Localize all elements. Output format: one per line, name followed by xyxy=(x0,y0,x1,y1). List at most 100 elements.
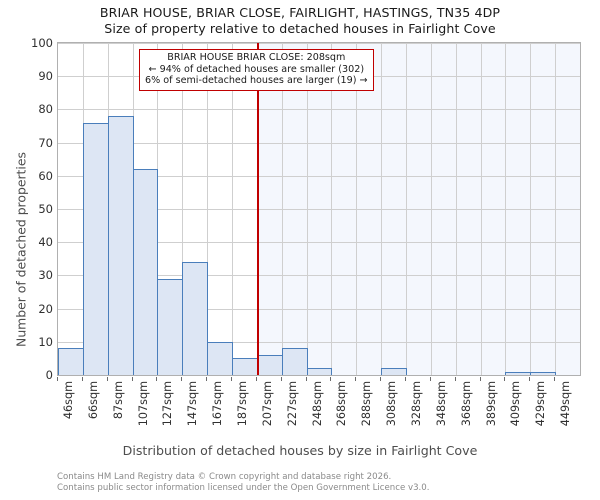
bar xyxy=(157,278,183,375)
y-axis-tick-label: 10 xyxy=(38,334,53,349)
x-axis-tick-mark xyxy=(231,377,232,381)
x-axis-tick-mark xyxy=(306,377,307,381)
x-axis-tick-label: 66sqm xyxy=(87,381,100,420)
attribution-footer: Contains HM Land Registry data © Crown c… xyxy=(57,472,587,493)
gridline-vertical xyxy=(207,43,208,375)
gridline-horizontal xyxy=(58,341,580,343)
y-axis-tick-label: 100 xyxy=(31,36,53,50)
x-axis-tick-mark xyxy=(504,377,505,381)
gridline-vertical xyxy=(456,43,457,375)
bar xyxy=(381,368,407,375)
gridline-vertical xyxy=(530,43,531,375)
bar xyxy=(133,169,158,375)
annotation-line-1: BRIAR HOUSE BRIAR CLOSE: 208sqm xyxy=(167,52,346,63)
property-annotation-box: BRIAR HOUSE BRIAR CLOSE: 208sqm ← 94% of… xyxy=(139,49,374,91)
x-axis-tick-label: 268sqm xyxy=(335,381,348,427)
annotation-line-3: 6% of semi-detached houses are larger (1… xyxy=(145,75,368,87)
x-axis-tick-mark xyxy=(430,377,431,381)
footer-line-1: Contains HM Land Registry data © Crown c… xyxy=(57,472,392,482)
footer-line-2: Contains public sector information licen… xyxy=(57,482,430,493)
x-axis-tick-mark xyxy=(480,377,481,381)
x-axis-title: Distribution of detached houses by size … xyxy=(122,443,478,458)
y-axis-tick-label: 40 xyxy=(38,235,53,250)
x-axis-tick-mark xyxy=(355,377,356,381)
x-axis-tick-mark xyxy=(256,377,257,381)
gridline-vertical xyxy=(505,43,506,375)
x-axis-tick-mark xyxy=(554,377,555,381)
bar xyxy=(207,341,233,375)
x-axis-tick-mark xyxy=(529,377,530,381)
y-axis-tick-label: 0 xyxy=(45,368,53,382)
gridline-vertical xyxy=(307,43,308,375)
x-axis: 46sqm 66sqm 87sqm 107sqm 127sqm 147sqm 167sqm 1… xyxy=(57,377,581,439)
gridline-vertical xyxy=(431,43,432,375)
x-axis-tick-mark xyxy=(156,377,157,381)
bar xyxy=(505,371,531,375)
x-axis-tick-label: 127sqm xyxy=(161,381,174,427)
x-axis-tick-label: 46sqm xyxy=(62,381,75,420)
gridline-horizontal xyxy=(58,109,580,111)
x-axis-tick-mark xyxy=(380,377,381,381)
x-axis-tick-mark xyxy=(330,377,331,381)
gridline-vertical xyxy=(331,43,332,375)
gridline-vertical xyxy=(381,43,382,375)
x-axis-tick-mark xyxy=(455,377,456,381)
annotation-line-2: ← 94% of detached houses are smaller (30… xyxy=(148,63,365,75)
x-axis-tick-label: 187sqm xyxy=(236,381,249,427)
gridline-horizontal xyxy=(58,308,580,310)
bar xyxy=(83,122,109,375)
x-axis-tick-label: 409sqm xyxy=(509,381,522,427)
y-axis-tick-label: 20 xyxy=(38,301,53,316)
x-axis-tick-label: 429sqm xyxy=(534,381,547,427)
gridline-vertical xyxy=(406,43,407,375)
plot-area xyxy=(57,42,581,376)
gridline-horizontal xyxy=(58,142,580,144)
gridline-vertical xyxy=(232,43,233,375)
y-axis-tick-label: 50 xyxy=(38,202,53,216)
x-axis-tick-label: 227sqm xyxy=(286,381,299,427)
bar xyxy=(182,262,208,375)
x-axis-tick-label: 87sqm xyxy=(112,381,125,420)
bar xyxy=(232,358,258,375)
gridline-vertical xyxy=(555,43,556,375)
x-axis-tick-label: 348sqm xyxy=(435,381,448,427)
gridline-vertical xyxy=(356,43,357,375)
x-axis-tick-label: 389sqm xyxy=(485,381,498,427)
gridline-vertical xyxy=(182,43,183,375)
y-axis-tick-label: 90 xyxy=(38,69,53,84)
x-axis-tick-label: 328sqm xyxy=(410,381,423,427)
property-marker-line xyxy=(257,43,260,375)
x-axis-tick-label: 248sqm xyxy=(311,381,324,427)
chart-subtitle: Size of property relative to detached ho… xyxy=(104,21,496,36)
y-axis-tick-label: 30 xyxy=(38,268,53,283)
y-axis-tick-label: 80 xyxy=(38,102,53,117)
y-axis-tick-label: 60 xyxy=(38,168,53,183)
chart-title-block: BRIAR HOUSE, BRIAR CLOSE, FAIRLIGHT, HAS… xyxy=(0,5,600,37)
x-axis-tick-mark xyxy=(132,377,133,381)
gridline-vertical xyxy=(282,43,283,375)
x-axis-tick-label: 167sqm xyxy=(211,381,224,427)
y-axis: Number of detached properties 0 10 20 30 40 5… xyxy=(0,36,54,382)
x-axis-tick-label: 107sqm xyxy=(137,381,150,427)
x-axis-tick-mark xyxy=(405,377,406,381)
x-axis-tick-label: 308sqm xyxy=(385,381,398,427)
page-title: BRIAR HOUSE, BRIAR CLOSE, FAIRLIGHT, HAS… xyxy=(99,5,501,20)
bar xyxy=(58,348,84,375)
y-axis-tick-label: 70 xyxy=(38,135,53,150)
gridline-horizontal xyxy=(58,175,580,177)
gridline-horizontal xyxy=(58,242,580,244)
bar xyxy=(307,368,332,375)
x-axis-tick-label: 207sqm xyxy=(261,381,274,427)
x-axis-tick-mark xyxy=(107,377,108,381)
bar xyxy=(282,348,308,375)
x-axis-tick-mark xyxy=(181,377,182,381)
gridline-vertical xyxy=(481,43,482,375)
x-axis-tick-mark xyxy=(82,377,83,381)
bar xyxy=(108,116,134,375)
x-axis-tick-label: 449sqm xyxy=(559,381,572,427)
x-axis-tick-label: 288sqm xyxy=(360,381,373,427)
x-axis-tick-mark xyxy=(206,377,207,381)
x-axis-tick-label: 147sqm xyxy=(186,381,199,427)
x-axis-tick-label: 368sqm xyxy=(460,381,473,427)
